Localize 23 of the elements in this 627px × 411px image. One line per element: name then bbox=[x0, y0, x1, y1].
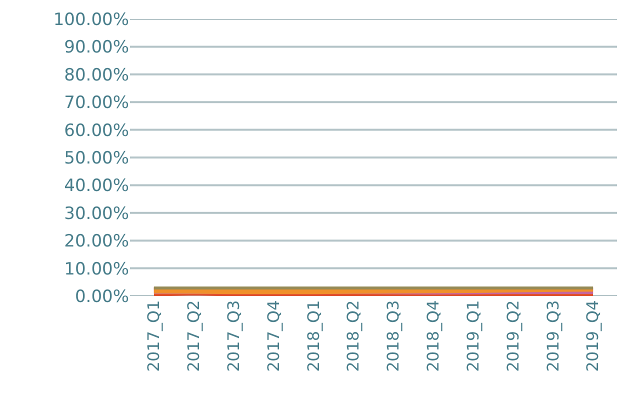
x-tick-label: 2017_Q4 bbox=[264, 300, 283, 372]
x-tick-label: 2018_Q4 bbox=[424, 300, 443, 372]
y-tick-label: 10.00% bbox=[64, 259, 129, 280]
y-tick-label: 20.00% bbox=[64, 232, 129, 252]
x-tick-label: 2019_Q2 bbox=[503, 300, 522, 372]
x-tick-label: 2017_Q1 bbox=[144, 300, 164, 372]
y-tick-label: 0.00% bbox=[74, 286, 129, 307]
x-tick-label: 2018_Q2 bbox=[344, 300, 363, 372]
x-tick-label: 2017_Q3 bbox=[224, 300, 243, 372]
y-tick-label: 80.00% bbox=[64, 65, 129, 86]
x-tick-label: 2019_Q3 bbox=[543, 300, 562, 372]
y-tick-label: 90.00% bbox=[64, 38, 129, 58]
x-tick-label: 2019_Q1 bbox=[464, 300, 482, 372]
x-tick-label: 2017_Q2 bbox=[184, 300, 204, 372]
x-tick-label: 2019_Q4 bbox=[583, 300, 602, 372]
y-tick-label: 40.00% bbox=[64, 176, 129, 196]
x-tick-label: 2018_Q1 bbox=[304, 300, 323, 372]
y-tick-label: 50.00% bbox=[64, 148, 129, 168]
x-tick-label: 2018_Q3 bbox=[384, 300, 403, 372]
y-tick-label: 30.00% bbox=[64, 204, 129, 224]
y-tick-label: 60.00% bbox=[64, 120, 129, 141]
y-tick-label: 100.00% bbox=[53, 10, 129, 30]
y-tick-label: 70.00% bbox=[64, 93, 129, 114]
